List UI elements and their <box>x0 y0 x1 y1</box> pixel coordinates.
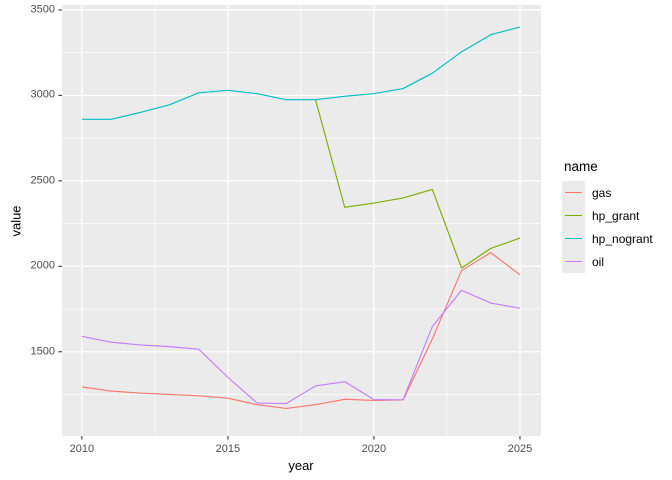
series-line-hp_nogrant <box>81 26 521 120</box>
x-tick-label: 2010 <box>69 443 95 455</box>
legend-label-hp-grant: hp_grant <box>592 208 640 223</box>
y-tick-label: 1500 <box>30 345 55 358</box>
y-axis-title: value <box>8 205 24 237</box>
x-tick-label: 2020 <box>361 443 387 455</box>
y-tick-label: 2000 <box>30 259 55 272</box>
legend-line-swatch-hp-grant <box>565 214 582 217</box>
legend-item-hp-grant: hp_grant <box>562 204 670 227</box>
legend-item-hp-nogrant: hp_nogrant <box>562 227 670 250</box>
series-line-gas <box>81 252 521 410</box>
legend-line-swatch-hp-nogrant <box>565 237 582 240</box>
legend-line-swatch-oil <box>565 260 582 263</box>
legend-item-oil: oil <box>562 250 670 273</box>
y-tick-label: 2500 <box>30 174 55 187</box>
panel-background <box>62 5 541 436</box>
legend-label-gas: gas <box>592 185 612 200</box>
legend-key-gas <box>562 181 585 204</box>
legend: name gas hp_grant hp_nogrant oil <box>562 160 670 273</box>
y-tick-label: 3500 <box>30 3 55 16</box>
legend-key-hp-nogrant <box>562 227 585 250</box>
y-tick-label: 3000 <box>30 88 55 101</box>
x-tick-label: 2025 <box>507 443 533 455</box>
legend-item-gas: gas <box>562 181 670 204</box>
legend-label-hp-nogrant: hp_nogrant <box>592 231 653 246</box>
x-tick-label: 2015 <box>215 443 241 455</box>
legend-label-oil: oil <box>592 254 605 269</box>
legend-key-oil <box>562 250 585 273</box>
legend-line-swatch-gas <box>565 191 582 194</box>
x-axis-title: year <box>288 458 314 473</box>
legend-key-hp-grant <box>562 204 585 227</box>
series-line-hp_grant <box>314 99 521 269</box>
legend-title: name <box>564 159 598 174</box>
series-line-oil <box>81 289 521 405</box>
